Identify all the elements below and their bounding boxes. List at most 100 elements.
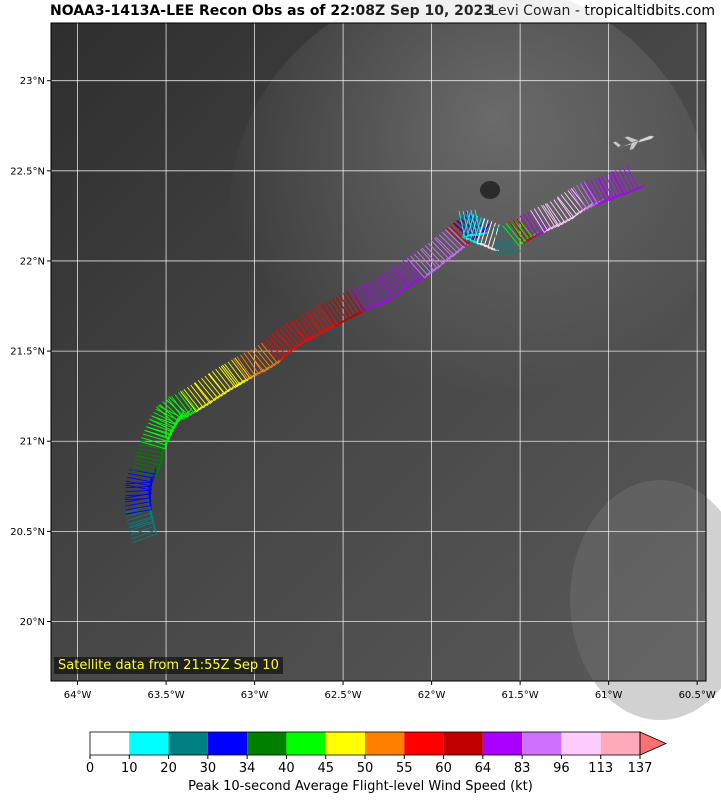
wind-barb — [483, 221, 493, 247]
wind-barb — [537, 206, 552, 230]
wind-barb — [142, 433, 169, 442]
colorbar-swatch — [522, 732, 562, 755]
wind-barb — [268, 336, 288, 356]
wind-barb — [590, 179, 604, 204]
wind-barb — [501, 226, 506, 253]
wind-barb — [265, 338, 285, 359]
wind-barb — [162, 401, 182, 420]
wind-barb — [151, 415, 177, 426]
wind-barb — [427, 242, 447, 263]
wind-barb — [594, 178, 608, 202]
wind-barb-group — [378, 267, 414, 297]
wind-barb-group — [421, 237, 458, 267]
wind-barb-flag — [377, 300, 384, 306]
lon-tick-label: 64°W — [64, 690, 92, 701]
wind-barb — [141, 437, 167, 446]
wind-barb — [480, 219, 489, 245]
wind-barb — [231, 359, 248, 382]
wind-barb — [473, 217, 482, 243]
lat-tick-label: 20.5°N — [10, 527, 45, 538]
colorbar: 0 10 20 30 34 40 45 50 55 60 64 83 96 113 137 — [86, 731, 667, 776]
wind-barb — [250, 349, 269, 371]
wind-barb — [476, 218, 486, 245]
wind-barb — [125, 485, 152, 489]
wind-barb — [560, 194, 578, 216]
wind-barb — [125, 480, 152, 487]
wind-barb — [234, 357, 251, 380]
wind-barb — [144, 429, 170, 440]
colorbar-swatch — [443, 732, 483, 755]
wind-barb — [181, 390, 198, 412]
wind-barb — [523, 213, 539, 237]
wind-barb — [542, 205, 559, 227]
wind-barb — [134, 462, 160, 470]
hurricane-eye — [480, 181, 500, 199]
wind-barb — [502, 225, 520, 247]
wind-barb — [374, 278, 390, 302]
colorbar-swatch — [90, 732, 130, 755]
wind-barb — [301, 314, 319, 337]
wind-barb — [512, 219, 528, 242]
wind-barb-group — [407, 248, 443, 279]
colorbar-tick-label: 50 — [357, 761, 374, 776]
wind-barb — [434, 237, 453, 258]
wind-barb — [349, 289, 364, 313]
wind-barb — [298, 316, 315, 339]
wind-barb — [509, 226, 514, 253]
wind-barb — [466, 210, 474, 237]
wind-barb — [194, 382, 212, 404]
axes-labels: 64°W 63.5°W 63°W 62.5°W 62°W 61.5°W 61°W 60.5°W… — [10, 76, 716, 701]
wind-barb-group — [462, 212, 486, 246]
wind-barb — [339, 294, 355, 318]
wind-barb — [356, 285, 371, 309]
wind-barb — [544, 203, 560, 226]
wind-barb — [533, 208, 549, 232]
wind-barb — [271, 333, 291, 354]
wind-barb — [129, 469, 156, 475]
wind-barb — [371, 280, 387, 303]
wind-barb-group — [611, 165, 645, 196]
wind-barb — [399, 262, 417, 284]
wind-barb — [282, 325, 301, 347]
wind-barb — [204, 375, 222, 397]
colorbar-tick-label: 40 — [278, 761, 295, 776]
wind-barb — [328, 300, 344, 323]
lon-tick-label: 63.5°W — [147, 690, 184, 701]
lon-tick-label: 62°W — [418, 690, 446, 701]
lat-tick-label: 22.5°N — [10, 166, 45, 177]
wind-barb — [307, 311, 324, 334]
colorbar-swatch — [286, 732, 326, 755]
aircraft-icon — [612, 134, 656, 151]
wind-barb — [612, 171, 626, 196]
wind-barb — [137, 448, 164, 454]
wind-barb — [416, 251, 435, 272]
wind-barb — [314, 307, 331, 330]
wind-barb — [392, 266, 410, 288]
wind-barb — [135, 455, 162, 462]
wind-barb — [193, 382, 211, 404]
wind-barb — [215, 368, 233, 391]
wind-barb-group — [569, 181, 604, 212]
wind-barb-group — [392, 258, 429, 288]
wind-barb — [342, 293, 358, 316]
wind-barb — [526, 212, 543, 235]
wind-barb — [407, 258, 426, 279]
colorbar-tick-label: 10 — [121, 761, 138, 776]
colorbar-swatch — [168, 732, 208, 755]
wind-barb — [201, 377, 219, 399]
wind-barb — [385, 271, 403, 293]
lat-tick-label: 20°N — [20, 617, 45, 628]
wind-barb — [430, 240, 450, 260]
wind-barb — [622, 167, 636, 192]
wind-barb — [294, 318, 312, 341]
colorbar-tick-label: 60 — [435, 761, 452, 776]
wind-barb — [378, 275, 396, 297]
colorbar-tick-label: 55 — [396, 761, 413, 776]
wind-barb — [438, 234, 459, 254]
wind-barb — [476, 217, 485, 244]
wind-barb — [335, 296, 351, 320]
wind-barb — [130, 525, 156, 536]
wind-barb-group — [275, 321, 312, 351]
colorbar-tick-label: 30 — [200, 761, 217, 776]
wind-barb — [305, 312, 322, 335]
